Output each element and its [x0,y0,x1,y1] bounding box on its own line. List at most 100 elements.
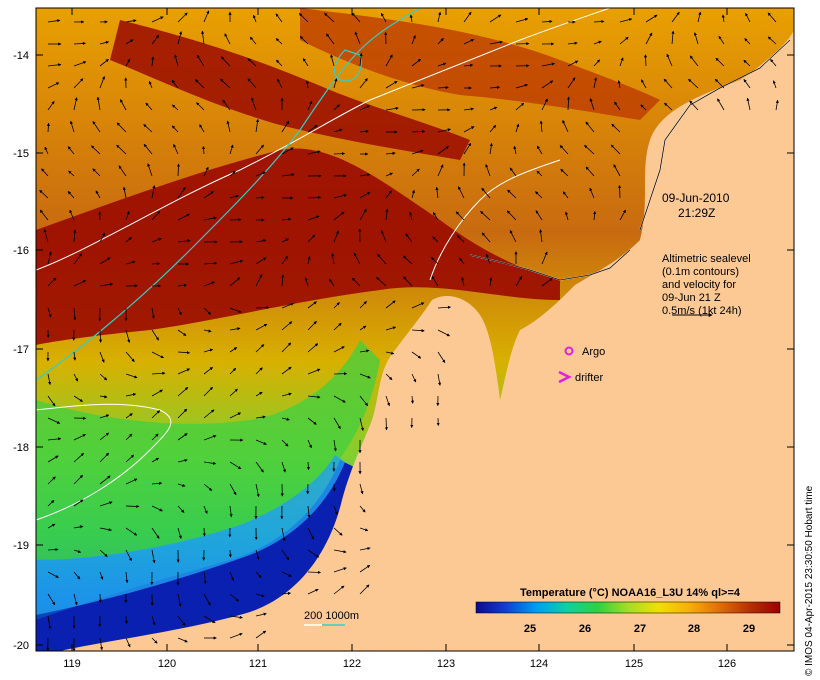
velocity-arrow [437,37,444,45]
velocity-arrow [351,277,361,287]
velocity-arrow [671,30,675,45]
velocity-arrow [255,571,262,579]
velocity-arrow [151,211,161,221]
velocity-arrow [47,251,52,265]
velocity-arrow [643,54,648,67]
velocity-arrow [767,12,777,23]
velocity-arrow [73,525,84,529]
velocity-arrow [281,549,290,561]
velocity-arrow [359,527,369,532]
velocity-arrow [125,373,138,379]
colorbar-title: Temperature (°C) NOAA16_L3U 14% ql>=4 [520,587,741,599]
velocity-arrow [203,461,217,465]
velocity-arrow [47,417,61,424]
argo-label: Argo [582,346,605,358]
velocity-arrow [281,571,292,577]
velocity-arrow [385,80,398,89]
velocity-arrow [536,170,543,177]
velocity-arrow [73,395,83,402]
velocity-arrow [203,571,207,585]
velocity-arrow [47,277,57,287]
velocity-arrow [73,351,77,361]
velocity-arrow [410,395,415,404]
velocity-arrow [202,527,206,537]
velocity-arrow [91,145,101,155]
velocity-arrow [304,277,309,287]
velocity-arrow [666,53,673,67]
velocity-arrow [409,211,413,221]
velocity-arrow [489,106,498,111]
velocity-arrow [506,210,517,221]
velocity-arrow [515,102,525,111]
velocity-arrow [171,79,179,89]
velocity-arrow [73,571,81,580]
velocity-arrow [99,282,114,287]
velocity-arrow [326,33,335,45]
velocity-arrow [47,547,59,552]
velocity-arrow [515,83,529,89]
velocity-arrow [333,193,348,199]
velocity-arrow [151,481,163,485]
velocity-arrow [515,276,523,287]
velocity-arrow [307,368,321,375]
velocity-arrow [359,373,371,379]
cold-band [36,455,345,615]
velocity-arrow [402,255,413,265]
velocity-arrow [99,373,108,381]
velocity-arrow [125,392,137,397]
velocity-arrow [203,386,213,397]
velocity-arrow [73,499,84,507]
velocity-arrow [151,433,159,441]
velocity-arrow [120,99,127,111]
velocity-arrow [541,80,554,89]
contour-200m [36,8,611,271]
velocity-arrow [489,142,493,155]
velocity-arrow [463,107,475,111]
velocity-arrow [73,373,79,382]
longitude-tick-label: 120 [158,658,176,670]
contour-1000m [333,49,362,82]
velocity-arrow [151,307,155,319]
velocity-arrow [560,168,569,177]
longitude-tick-label: 122 [343,658,361,670]
velocity-arrow [377,253,387,265]
velocity-arrow [307,549,320,558]
velocity-arrow [641,79,647,89]
velocity-arrow [255,367,263,375]
velocity-arrow [177,351,191,355]
contour-200m [429,159,561,281]
latitude-tick-label: -17 [13,344,29,356]
velocity-arrow [437,146,449,155]
velocity-arrow [307,320,317,331]
velocity-arrow [151,16,164,23]
velocity-arrow [151,615,156,626]
velocity-arrow [177,483,186,487]
velocity-arrow [743,59,751,67]
velocity-arrow [593,59,601,67]
longitude-axis: 119 120 121 122 123 124 125 126 [63,8,736,670]
velocity-arrow [281,439,289,447]
velocity-arrow [255,196,265,200]
velocity-arrow [353,252,361,265]
velocity-arrow [99,395,108,399]
velocity-arrow [299,36,309,45]
velocity-arrow [118,165,127,177]
argo-marker-icon [564,346,574,356]
warm-band [300,8,660,120]
longitude-tick-label: 121 [249,658,267,670]
velocity-arrow [281,392,292,397]
velocity-arrow [411,58,422,67]
velocity-arrow [73,280,87,287]
velocity-arrow [229,483,237,496]
velocity-arrow [92,168,101,177]
velocity-arrow [125,433,133,441]
velocity-arrow [203,409,215,419]
velocity-arrow [302,58,309,67]
velocity-arrow [385,395,391,407]
velocity-arrow [92,120,101,133]
velocity-arrow [151,549,156,564]
latitude-tick-label: -14 [13,50,29,62]
velocity-arrow [281,147,294,155]
velocity-arrow [229,367,237,375]
velocity-arrow [222,99,231,111]
